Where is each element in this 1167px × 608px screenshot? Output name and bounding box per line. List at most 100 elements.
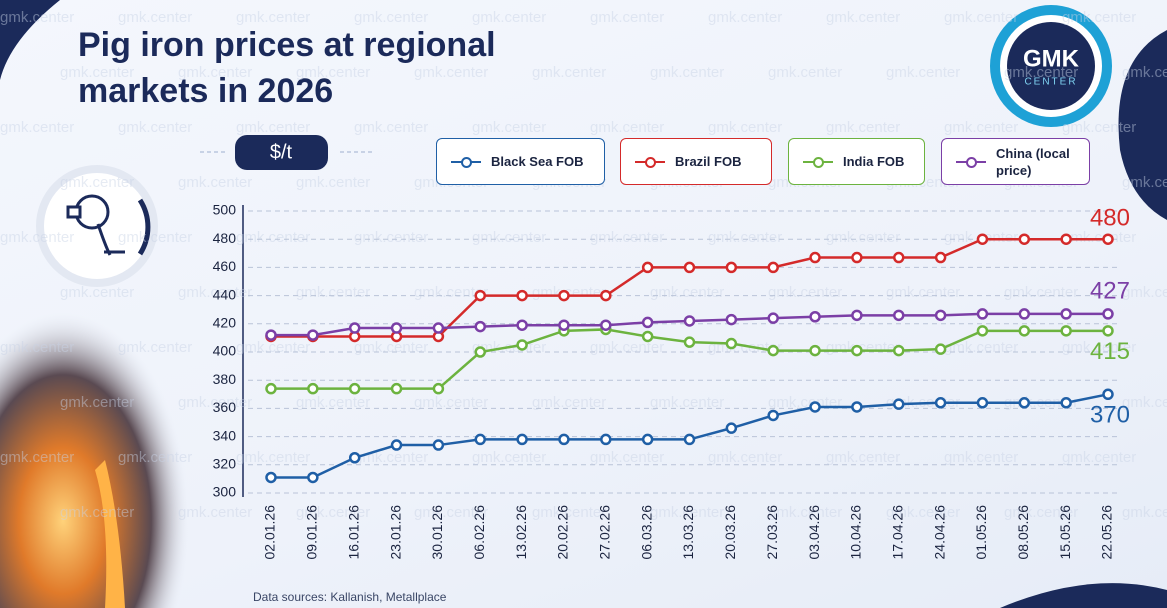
watermark: gmk.center [236, 229, 310, 246]
legend-label: China (local price) [996, 145, 1070, 178]
x-tick-label: 10.04.26 [848, 505, 864, 560]
watermark: gmk.center [826, 449, 900, 466]
watermark: gmk.center [0, 9, 74, 26]
point [1102, 325, 1114, 337]
corner-decor [0, 0, 60, 80]
watermark: gmk.center [118, 449, 192, 466]
watermark: gmk.center [414, 504, 488, 521]
point [1018, 308, 1031, 320]
watermark: gmk.center [944, 449, 1018, 466]
watermark: gmk.center [708, 9, 782, 26]
x-tick-label: 06.03.26 [638, 505, 654, 560]
point [516, 319, 528, 331]
point [1060, 308, 1072, 320]
point [809, 344, 821, 357]
watermark: gmk.center [178, 174, 252, 191]
point [516, 339, 528, 351]
legend-item: China (local price) [941, 138, 1090, 185]
x-tick-label: 15.05.26 [1057, 505, 1073, 560]
point [767, 409, 779, 422]
watermark: gmk.center [296, 394, 370, 411]
watermark: gmk.center [826, 9, 900, 26]
watermark: gmk.center [236, 119, 310, 136]
watermark: gmk.center [650, 284, 724, 301]
watermark: gmk.center [944, 9, 1018, 26]
y-tick-label: 340 [213, 427, 237, 443]
watermark: gmk.center [532, 394, 606, 411]
y-tick-label: 500 [213, 202, 237, 218]
watermark: gmk.center [178, 394, 252, 411]
point [976, 308, 989, 320]
point [641, 261, 654, 274]
point [725, 261, 738, 274]
watermark: gmk.center [1004, 284, 1078, 301]
furnace-image [0, 260, 210, 608]
point [558, 289, 570, 302]
x-tick-label: 20.02.26 [555, 505, 571, 560]
point [307, 329, 319, 341]
watermark: gmk.center [414, 284, 488, 301]
point [474, 346, 486, 358]
point [307, 382, 319, 395]
point [893, 309, 905, 322]
point [934, 397, 947, 409]
title-box: Pig iron prices at regional markets in 2… [78, 26, 496, 110]
watermark: gmk.center [532, 504, 606, 521]
y-tick-label: 460 [213, 258, 237, 274]
icon-arc [137, 198, 151, 256]
point [934, 251, 947, 264]
corner-decor [1000, 583, 1167, 608]
watermark: gmk.center [296, 504, 370, 521]
x-tick-label: 02.01.26 [262, 505, 278, 560]
y-tick-label: 380 [213, 371, 237, 387]
watermark: gmk.center [886, 64, 960, 81]
point [851, 344, 863, 357]
watermark: gmk.center [118, 229, 192, 246]
watermark: gmk.center [826, 339, 900, 356]
x-tick-label: 24.04.26 [931, 505, 947, 560]
watermark: gmk.center [354, 339, 428, 356]
value-label: 415 [1090, 338, 1130, 365]
watermark: gmk.center [1122, 504, 1167, 521]
watermark: gmk.center [60, 284, 134, 301]
point [474, 320, 486, 333]
point [893, 344, 905, 357]
point [348, 452, 361, 464]
watermark: gmk.center [118, 9, 192, 26]
x-tick-label: 20.03.26 [722, 505, 738, 560]
x-tick-label: 17.04.26 [889, 505, 905, 560]
watermark: gmk.center [708, 449, 782, 466]
point [600, 319, 612, 331]
point [767, 344, 779, 357]
watermark: gmk.center [590, 119, 664, 136]
chart-title: Pig iron prices at regional markets in 2… [78, 26, 496, 110]
watermark: gmk.center [1062, 229, 1136, 246]
watermark: gmk.center [60, 64, 134, 81]
x-tick-label: 22.05.26 [1099, 505, 1115, 560]
legend-label: India FOB [843, 154, 905, 169]
point [809, 401, 821, 413]
watermark: gmk.center [414, 64, 488, 81]
point [516, 433, 528, 446]
y-tick-label: 360 [213, 399, 237, 415]
watermark: gmk.center [768, 64, 842, 81]
point [767, 312, 779, 324]
watermark: gmk.center [708, 229, 782, 246]
watermark: gmk.center [1004, 504, 1078, 521]
watermark: gmk.center [354, 119, 428, 136]
watermark: gmk.center [0, 119, 74, 136]
point [851, 401, 863, 413]
watermark: gmk.center [1122, 284, 1167, 301]
point [432, 382, 445, 395]
legend-swatch [956, 156, 986, 168]
y-tick-label: 400 [213, 343, 237, 359]
point [851, 251, 863, 264]
point [851, 309, 863, 322]
watermark: gmk.center [118, 119, 192, 136]
y-tick-label: 480 [213, 230, 237, 246]
legend-label: Brazil FOB [675, 154, 742, 169]
x-tick-label: 01.05.26 [973, 505, 989, 560]
point [265, 329, 277, 341]
